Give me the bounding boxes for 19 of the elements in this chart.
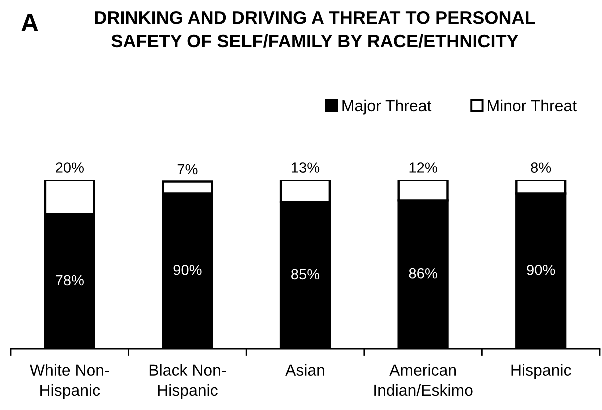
- data-label: 8%: [531, 162, 552, 173]
- data-label: 7%: [178, 164, 198, 175]
- x-tick-label: White Non- Hispanic: [30, 364, 110, 400]
- data-label: 90%: [174, 264, 202, 276]
- x-tick-label: Asian: [286, 364, 324, 376]
- x-tick-label: American Indian/Eskimo: [374, 364, 473, 396]
- text: A: [22, 14, 38, 32]
- data-label: 78%: [56, 275, 84, 286]
- chart-title: DRINKING AND DRIVING A THREAT TO PERSONAL SAFETY OF SELF/FAMILY BY RACE/ETHNICITY: [95, 11, 536, 48]
- x-tick-label: Black Non- Hispanic: [150, 364, 226, 400]
- data-label: 13%: [292, 162, 320, 173]
- legend-label: Minor Threat: [488, 100, 577, 112]
- data-label: 90%: [527, 264, 556, 276]
- x-tick-label: Hispanic: [512, 364, 572, 380]
- data-label: 85%: [292, 269, 320, 280]
- data-label: 12%: [410, 162, 438, 173]
- data-label: 86%: [409, 268, 438, 279]
- legend-label: Major Threat: [342, 100, 432, 115]
- data-label: 20%: [56, 162, 84, 173]
